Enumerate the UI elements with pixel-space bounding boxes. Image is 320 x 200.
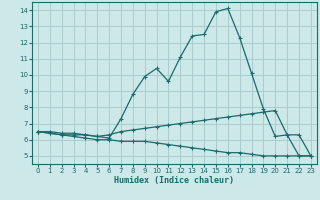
X-axis label: Humidex (Indice chaleur): Humidex (Indice chaleur) (115, 176, 234, 185)
